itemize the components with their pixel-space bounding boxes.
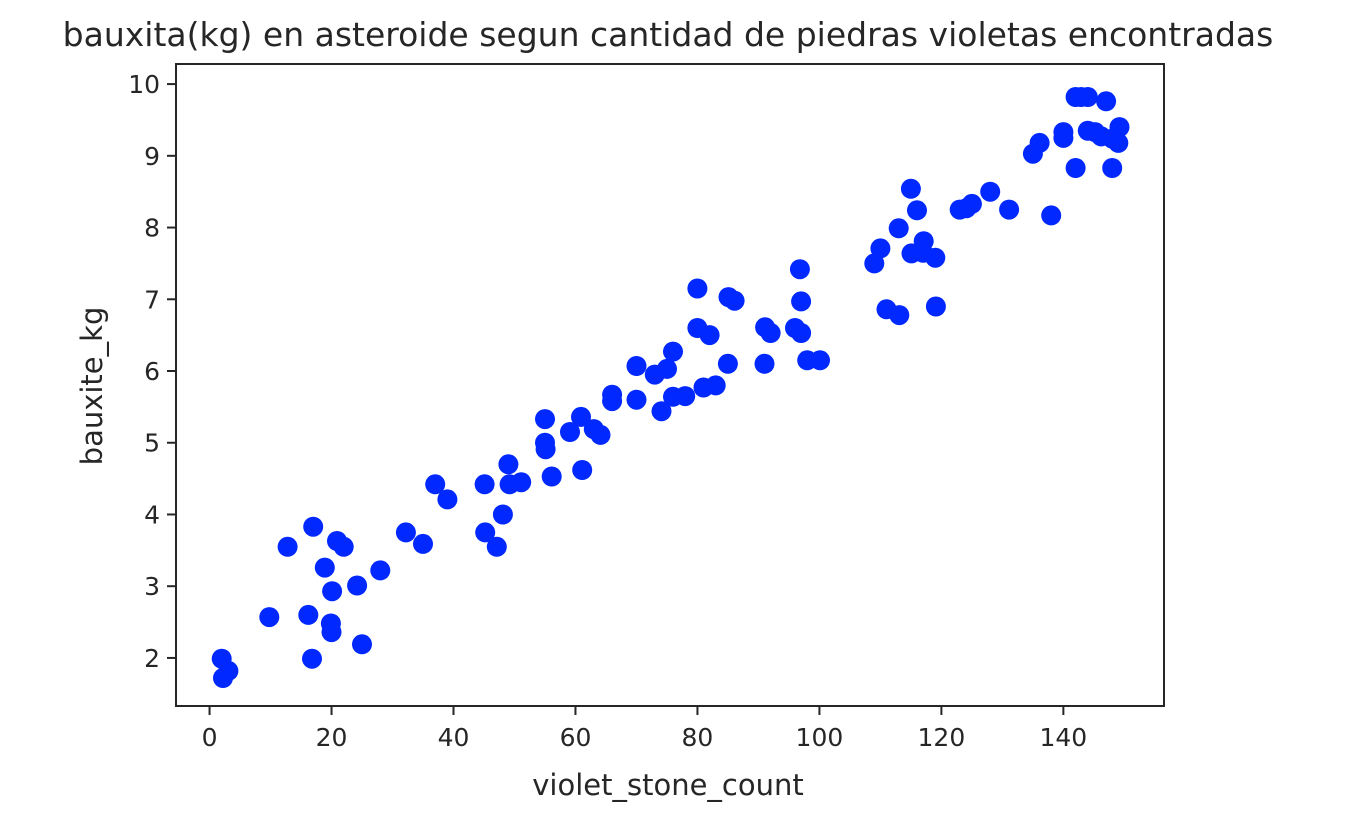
data-point: [474, 474, 495, 495]
data-point: [907, 200, 927, 221]
data-point: [1109, 117, 1130, 138]
data-point: [913, 231, 934, 252]
data-point: [370, 560, 391, 581]
data-point: [1102, 158, 1123, 178]
x-tick-label: 20: [316, 723, 348, 752]
data-point: [864, 253, 885, 274]
data-point: [870, 238, 891, 259]
data-point: [699, 325, 720, 346]
y-tick-label: 8: [144, 214, 160, 243]
data-point: [754, 353, 775, 374]
data-point: [535, 439, 556, 460]
data-point: [1041, 205, 1062, 226]
x-tick-label: 140: [1040, 723, 1088, 752]
data-point: [810, 350, 830, 371]
chart-title: bauxita(kg) en asteroide segun cantidad …: [63, 15, 1274, 54]
data-point: [498, 454, 519, 475]
data-point: [626, 389, 647, 410]
data-point: [1029, 132, 1050, 153]
x-axis-label: violet_stone_count: [532, 768, 804, 802]
data-point: [277, 536, 298, 557]
data-point: [492, 504, 513, 525]
data-point: [651, 401, 672, 422]
data-point: [590, 424, 611, 445]
data-point: [259, 607, 280, 628]
data-point: [925, 296, 946, 317]
data-point: [535, 409, 555, 430]
x-axis-ticks: 0 20 40 60 80 100 120 140: [202, 706, 1088, 752]
plot-frame: [175, 63, 1165, 707]
data-point: [1077, 87, 1098, 107]
data-point: [889, 305, 910, 326]
y-tick-label: 7: [144, 285, 160, 314]
data-point: [560, 422, 580, 442]
data-point: [999, 199, 1020, 220]
y-tick-label: 3: [144, 572, 160, 601]
data-point: [791, 291, 812, 312]
x-tick-label: 120: [918, 723, 966, 752]
x-tick-label: 0: [202, 723, 218, 752]
data-point: [425, 474, 446, 495]
data-point: [687, 278, 708, 299]
y-tick-label: 4: [144, 500, 160, 529]
data-point: [1065, 158, 1086, 178]
data-point: [900, 178, 921, 199]
data-point: [1053, 127, 1074, 148]
y-tick-label: 5: [144, 429, 160, 458]
data-point: [789, 259, 810, 280]
data-point: [925, 247, 946, 268]
data-point: [961, 193, 982, 214]
data-point: [321, 622, 342, 643]
data-point: [395, 522, 416, 543]
data-point: [626, 356, 647, 376]
data-point: [437, 489, 458, 510]
y-tick-label: 6: [144, 357, 160, 386]
data-point: [314, 557, 335, 578]
data-point: [541, 466, 562, 487]
data-point: [511, 472, 532, 493]
data-point: [760, 323, 781, 343]
data-point: [980, 181, 1001, 202]
data-points: [211, 87, 1130, 688]
data-point: [572, 460, 593, 480]
y-axis-ticks: 2 3 4 5 6 7 8 9 10: [128, 70, 176, 673]
data-point: [352, 634, 372, 655]
data-point: [218, 660, 239, 681]
data-point: [675, 386, 696, 407]
data-point: [302, 648, 322, 669]
data-point: [657, 358, 677, 379]
y-tick-label: 2: [144, 644, 160, 673]
data-point: [486, 536, 507, 557]
data-point: [717, 353, 738, 374]
y-axis-label: bauxite_kg: [75, 307, 109, 466]
data-point: [322, 581, 343, 602]
data-point: [791, 323, 812, 343]
y-tick-label: 10: [128, 70, 160, 99]
data-point: [602, 391, 623, 412]
x-tick-label: 80: [682, 723, 714, 752]
y-tick-label: 9: [144, 142, 160, 171]
x-tick-label: 100: [796, 723, 844, 752]
data-point: [571, 406, 591, 427]
x-tick-label: 60: [560, 723, 592, 752]
data-point: [724, 290, 745, 311]
data-point: [705, 375, 726, 396]
data-point: [298, 604, 319, 625]
data-point: [475, 522, 496, 543]
data-point: [663, 341, 683, 362]
data-point: [413, 533, 433, 554]
data-point: [1108, 132, 1129, 153]
data-point: [303, 516, 324, 537]
data-point: [333, 536, 354, 557]
data-point: [347, 575, 368, 596]
x-tick-label: 40: [438, 723, 470, 752]
data-point: [888, 218, 909, 239]
data-point: [1096, 91, 1117, 112]
